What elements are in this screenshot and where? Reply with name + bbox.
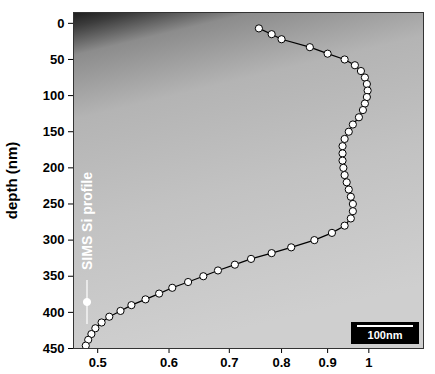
svg-text:0.7: 0.7 bbox=[220, 355, 238, 370]
svg-text:1: 1 bbox=[365, 355, 372, 370]
svg-text:250: 250 bbox=[43, 196, 65, 211]
svg-text:100nm: 100nm bbox=[368, 329, 403, 341]
svg-text:150: 150 bbox=[43, 124, 65, 139]
svg-text:0.9: 0.9 bbox=[319, 355, 337, 370]
svg-text:0.6: 0.6 bbox=[160, 355, 178, 370]
svg-text:0.5: 0.5 bbox=[89, 355, 107, 370]
svg-text:0: 0 bbox=[57, 15, 64, 30]
svg-text:300: 300 bbox=[43, 232, 65, 247]
svg-text:350: 350 bbox=[43, 268, 65, 283]
svg-text:depth (nm): depth (nm) bbox=[3, 142, 20, 219]
svg-text:SIMS Si profile: SIMS Si profile bbox=[79, 172, 95, 270]
svg-text:100: 100 bbox=[43, 88, 65, 103]
svg-text:200: 200 bbox=[43, 160, 65, 175]
svg-text:0.8: 0.8 bbox=[273, 355, 291, 370]
svg-text:50: 50 bbox=[50, 52, 64, 67]
svg-text:400: 400 bbox=[43, 305, 65, 320]
svg-text:450: 450 bbox=[43, 341, 65, 356]
